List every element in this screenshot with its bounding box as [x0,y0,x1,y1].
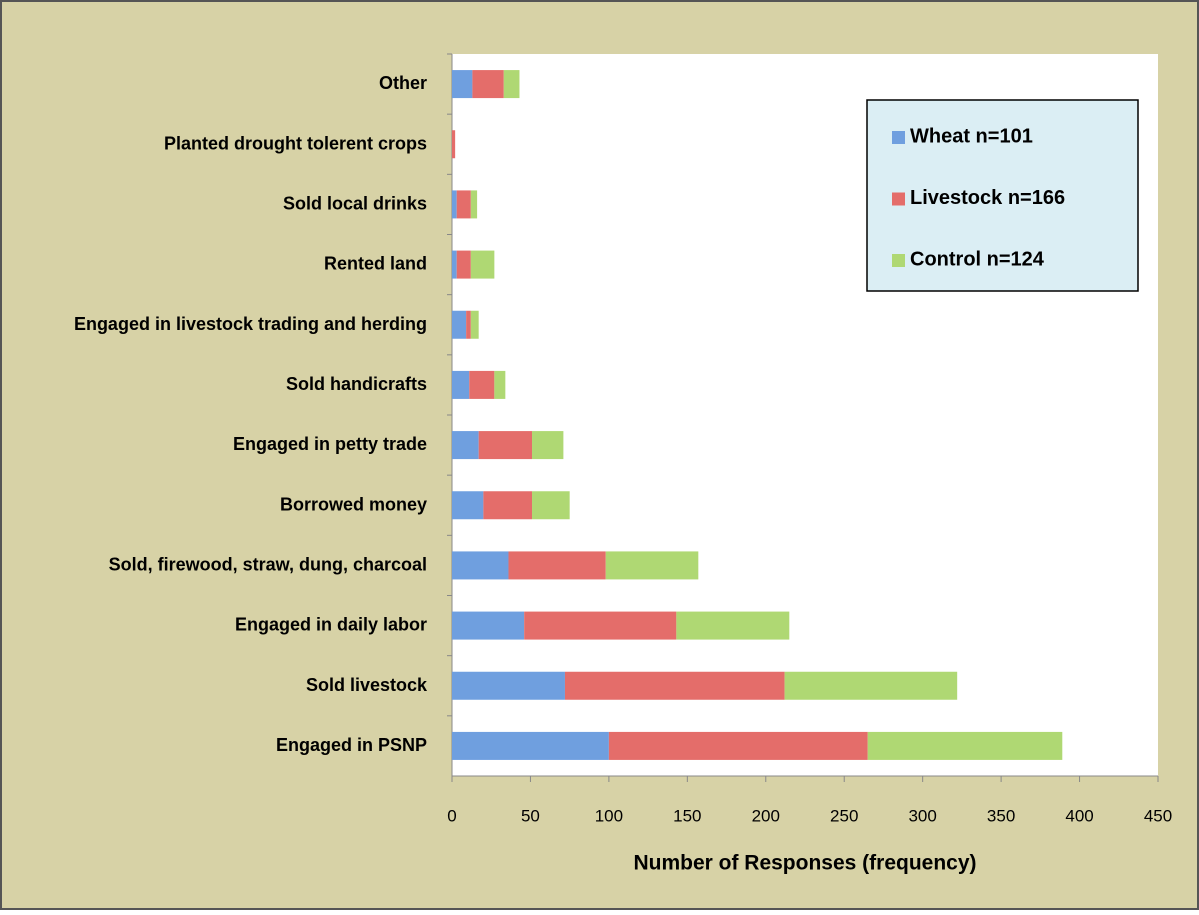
y-tick-label: Rented land [324,253,427,273]
bar-segment [452,611,525,640]
y-tick-label-line: Sold, firewood, straw, dung, charcoal [109,554,427,574]
bar-segment [466,310,471,339]
bar-segment [478,431,533,460]
bar-segment [508,551,606,580]
bar-segment [494,370,506,399]
bar-segment [503,70,520,99]
legend-label: Wheat n=101 [910,125,1033,147]
bar-segment [452,491,484,520]
x-tick-label: 0 [447,806,456,825]
legend-swatch [892,192,905,206]
y-tick-label: Sold local drinks [283,193,427,213]
x-tick-label: 300 [908,806,936,825]
x-axis-title: Number of Responses (frequency) [633,852,976,875]
bar-segment [564,671,785,700]
y-tick-label-line: Engaged in daily labor [235,614,427,634]
bar-segment [470,310,479,339]
x-tick-label: 50 [521,806,540,825]
x-tick-label: 400 [1065,806,1093,825]
y-tick-label-line: Engaged in PSNP [276,735,427,755]
bar-segment [452,731,609,760]
bar-segment [452,671,565,700]
bar-segment [456,250,471,279]
bar-segment [452,130,456,159]
y-tick-label: Sold livestock [306,675,428,695]
bar-segment [483,491,533,520]
y-tick-label-line: Sold handicrafts [286,374,427,394]
bar-segment [452,431,479,460]
x-tick-label: 200 [752,806,780,825]
bar-segment [605,551,699,580]
bar-segment [452,190,457,219]
legend-label: Livestock n=166 [910,187,1065,209]
bar-segment [524,611,677,640]
bar-segment [452,310,467,339]
y-tick-label: Planted drought tolerent crops [164,133,427,153]
x-tick-label: 250 [830,806,858,825]
y-tick-label-line: Borrowed money [280,494,427,514]
y-tick-label: Sold, firewood, straw, dung, charcoal [109,554,427,574]
bar-segment [452,70,473,99]
bar-segment [452,250,457,279]
legend [866,99,1139,292]
bar-segment [676,611,790,640]
y-tick-label: Borrowed money [280,494,427,514]
y-tick-label: Other [379,73,427,93]
bar-segment [469,370,495,399]
bar-segment [470,250,495,279]
x-tick-label: 450 [1144,806,1172,825]
y-tick-label: Engaged in livestock trading and herding [74,314,427,334]
bar-segment [470,190,478,219]
legend-swatch [892,131,905,144]
bar-segment [867,731,1063,760]
y-tick-label: Engaged in daily labor [235,614,427,634]
y-tick-label-line: Planted drought tolerent crops [164,133,427,153]
bar-segment [608,731,868,760]
legend-swatch [892,254,905,267]
legend-label: Control n=124 [910,248,1045,270]
x-tick-label: 100 [595,806,623,825]
y-tick-label-line: Engaged in petty trade [233,434,427,454]
bar-segment [456,190,471,219]
x-tick-label: 150 [673,806,701,825]
y-tick-label: Engaged in petty trade [233,434,427,454]
y-tick-label: Sold handicrafts [286,374,427,394]
x-tick-label: 350 [987,806,1015,825]
bar-segment [532,431,564,460]
bar-segment [532,491,570,520]
y-tick-label: Engaged in PSNP [276,735,427,755]
bar-segment [452,551,509,580]
bar-segment [472,70,504,99]
y-tick-label-line: Sold livestock [306,675,428,695]
bar-segment [784,671,958,700]
y-tick-label-line: Sold local drinks [283,193,427,213]
bar-segment [452,370,470,399]
y-tick-label-line: Engaged in livestock trading and herding [74,314,427,334]
y-tick-label-line: Other [379,73,427,93]
y-tick-label-line: Rented land [324,253,427,273]
